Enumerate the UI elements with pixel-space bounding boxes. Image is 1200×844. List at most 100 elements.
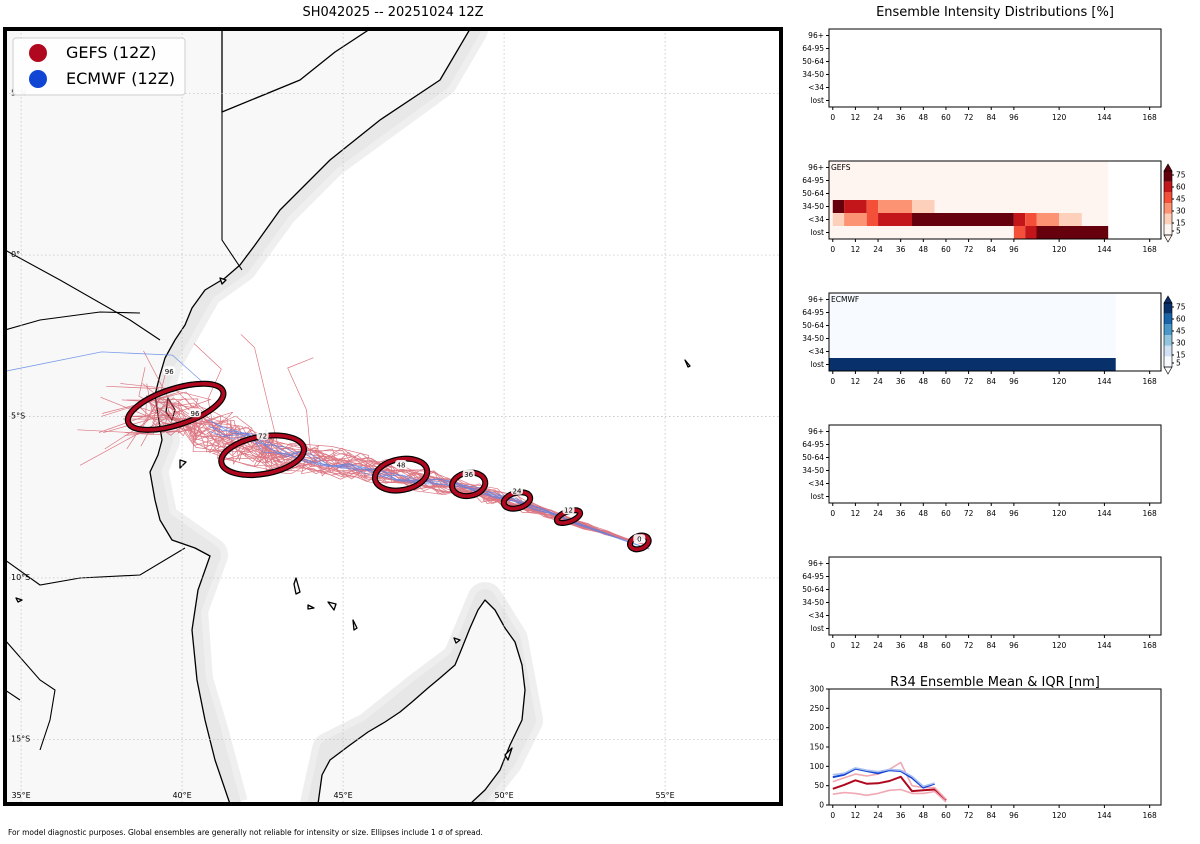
lat-tick-label: 15°S — [11, 734, 30, 743]
heatmap-cell — [1032, 345, 1045, 358]
y-tick-label: 64-95 — [802, 440, 824, 449]
x-tick-label: 72 — [964, 245, 974, 254]
colorbar-tick-label: 15 — [1176, 219, 1186, 228]
colorbar-tick-label: 45 — [1176, 327, 1186, 336]
heatmap-cell — [1025, 213, 1037, 226]
r34-title: R34 Ensemble Mean & IQR [nm] — [890, 675, 1100, 690]
x-tick-label: 24 — [873, 113, 883, 122]
gefs-member-track — [240, 334, 280, 449]
legend-ecmwf-marker — [29, 70, 47, 88]
y-tick-label: 64-95 — [802, 308, 824, 317]
colorbar-tick-label: 45 — [1176, 195, 1186, 204]
colorbar-tick-label: 15 — [1176, 351, 1186, 360]
x-tick-label: 24 — [873, 377, 883, 386]
y-tick-label: 34-50 — [802, 334, 824, 343]
x-tick-label: 12 — [851, 113, 861, 122]
colorbar-segment — [1164, 203, 1172, 214]
y-tick-label: 34-50 — [802, 70, 824, 79]
x-tick-label: 60 — [941, 509, 951, 518]
x-tick-label: 36 — [896, 113, 906, 122]
colorbar-frame — [1163, 302, 1173, 368]
heatmap-cell — [1036, 213, 1060, 226]
x-tick-label: 24 — [873, 509, 883, 518]
colorbar-tick-label: 75 — [1176, 303, 1186, 312]
y-tick-label: lost — [810, 96, 824, 105]
x-tick-label: 144 — [1097, 509, 1112, 518]
x-tick-label: 168 — [1143, 113, 1158, 122]
x-tick-label: 168 — [1143, 245, 1158, 254]
y-tick-label: 50-64 — [802, 57, 824, 66]
x-tick-label: 144 — [1097, 245, 1112, 254]
map-title: SH042025 -- 20251024 12Z — [302, 5, 483, 20]
intensity-panels: lost <34 34-50 50-64 64-95 96+ 0 12 24 36 48 60 72 84… — [802, 28, 1186, 650]
r34-y-tick-label: 100 — [810, 762, 825, 771]
x-tick-label: 24 — [873, 245, 883, 254]
ellipse-label: 72 — [258, 432, 267, 440]
x-tick-label: 60 — [941, 377, 951, 386]
ellipse-labels: 0 12 24 36 48 72 96 96 — [163, 366, 646, 544]
x-tick-label: 48 — [919, 377, 929, 386]
r34-y-tick-label: 0 — [819, 801, 824, 810]
y-tick-label: lost — [810, 228, 824, 237]
heatmap-cell — [866, 200, 879, 213]
ellipse-label-bg — [256, 430, 269, 440]
x-tick-label: 60 — [941, 113, 951, 122]
y-tick-label: 34-50 — [802, 466, 824, 475]
ellipse-label: 48 — [397, 461, 406, 469]
lon-tick-label: 45°E — [333, 791, 352, 800]
x-tick-label: 144 — [1097, 113, 1112, 122]
ecmwf-member-track — [207, 419, 650, 550]
colorbar-tick-label: 30 — [1176, 339, 1186, 348]
heatmap-cell — [832, 213, 845, 226]
heatmap-cell — [1013, 213, 1026, 226]
y-tick-label: 50-64 — [802, 321, 824, 330]
map-frame — [3, 27, 783, 806]
panel-frame — [828, 292, 1162, 372]
y-tick-label: 96+ — [808, 559, 824, 568]
panel-frame — [828, 556, 1162, 636]
r34-x-tick-label: 84 — [986, 811, 996, 820]
x-tick-label: 96 — [1009, 641, 1019, 650]
x-tick-label: 36 — [896, 245, 906, 254]
lat-tick-label: 5°S — [11, 412, 25, 421]
y-tick-label: 50-64 — [802, 585, 824, 594]
legend-gefs-marker — [29, 44, 47, 62]
r34-gefs-mean-line — [832, 775, 947, 802]
y-tick-label: 34-50 — [802, 598, 824, 607]
gefs-ellipses — [124, 380, 652, 553]
ellipse-label-bg — [462, 469, 475, 479]
r34-y-tick-label: 150 — [810, 743, 825, 752]
country-borders — [5, 112, 243, 751]
x-tick-label: 84 — [986, 113, 996, 122]
y-tick-label: 50-64 — [802, 453, 824, 462]
x-tick-label: 36 — [896, 641, 906, 650]
heatmap-cell — [987, 345, 999, 358]
r34-x-tick-label: 0 — [830, 811, 835, 820]
y-tick-label: <34 — [808, 215, 824, 224]
x-tick-label: 0 — [830, 113, 835, 122]
panel-model-label: ECMWF — [831, 295, 859, 304]
y-tick-label: lost — [810, 360, 824, 369]
r34-y-tick-label: 200 — [810, 723, 825, 732]
x-tick-label: 96 — [1009, 245, 1019, 254]
y-tick-label: <34 — [808, 479, 824, 488]
intensity-panel: lost <34 34-50 50-64 64-95 96+ 0 12 24 36 48 60 72 84… — [802, 160, 1186, 254]
heatmap-cell — [844, 213, 867, 226]
x-tick-label: 24 — [873, 641, 883, 650]
y-tick-label: 96+ — [808, 427, 824, 436]
ellipse-label: 12 — [564, 507, 573, 515]
heatmap-cell — [942, 345, 954, 358]
ellipse-label-bg — [395, 459, 408, 469]
colorbar-segment — [1164, 303, 1172, 314]
x-tick-label: 72 — [964, 377, 974, 386]
x-tick-label: 84 — [986, 641, 996, 650]
y-tick-label: lost — [810, 492, 824, 501]
r34-panel: 0 50 100 150 200 250 300 0 12 24 36 48 60 72 84 96 120 14… — [810, 685, 1162, 820]
r34-x-tick-label: 12 — [851, 811, 861, 820]
heatmap-cell — [829, 358, 1116, 371]
y-tick-label: 64-95 — [802, 572, 824, 581]
x-tick-label: 144 — [1097, 377, 1112, 386]
legend-gefs-label: GEFS (12Z) — [66, 43, 156, 62]
heatmap-cell — [844, 200, 867, 213]
gefs-ellipse — [126, 381, 226, 432]
